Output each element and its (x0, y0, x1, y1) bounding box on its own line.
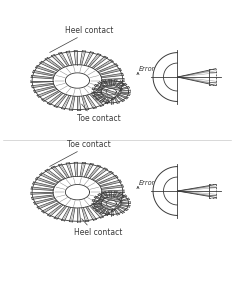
Text: Error: Error (139, 66, 155, 72)
Text: Toe contact: Toe contact (67, 140, 111, 149)
Text: Error: Error (139, 180, 155, 186)
Text: Toe contact: Toe contact (77, 114, 120, 123)
Text: Heel contact: Heel contact (65, 26, 113, 35)
Text: Heel contact: Heel contact (74, 228, 123, 237)
